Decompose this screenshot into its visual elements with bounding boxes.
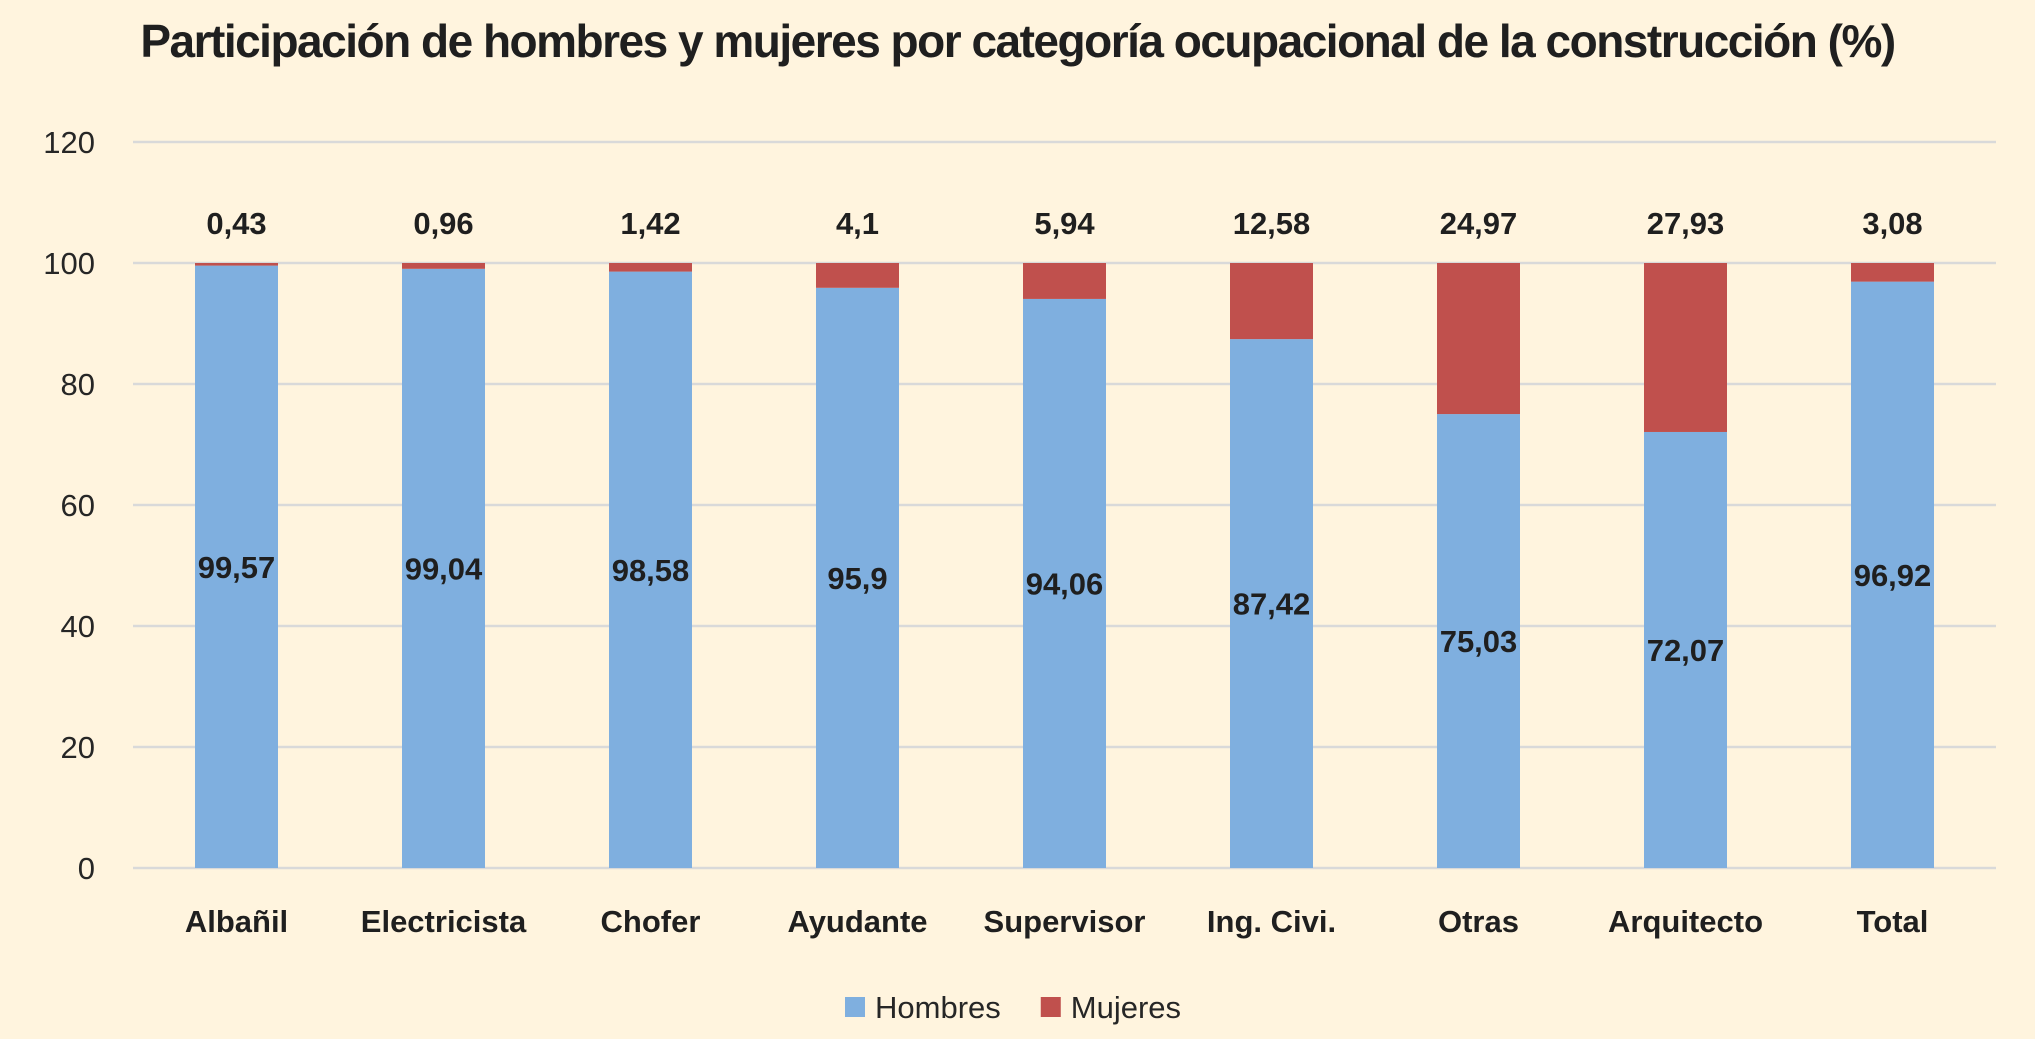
x-category-label: Otras [1438,904,1519,939]
data-label-mujeres: 0,43 [206,206,266,241]
x-category-label: Chofer [601,904,701,939]
data-label-hombres: 95,9 [827,561,887,596]
data-label-mujeres: 3,08 [1862,206,1922,241]
bar-mujeres [1230,263,1313,340]
x-category-label: Albañil [185,904,288,939]
data-label-hombres: 98,58 [612,553,690,588]
bar-mujeres [609,263,692,272]
x-category-label: Ing. Civi. [1207,904,1336,939]
data-label-mujeres: 0,96 [413,206,473,241]
bar-hombres [1230,339,1313,868]
bar-mujeres [1851,263,1934,282]
bar-hombres [609,271,692,868]
y-tick-label: 80 [61,367,95,402]
y-tick-label: 120 [43,125,95,160]
data-label-mujeres: 5,94 [1034,206,1095,241]
legend-label-mujeres: Mujeres [1071,990,1181,1025]
legend-label-hombres: Hombres [875,990,1001,1025]
data-label-hombres: 72,07 [1647,633,1725,668]
bar-hombres [816,287,899,868]
chart-title: Participación de hombres y mujeres por c… [140,15,1896,67]
bar-mujeres [402,263,485,269]
bar-mujeres [1023,263,1106,299]
data-label-hombres: 99,57 [198,550,276,585]
data-label-mujeres: 12,58 [1233,206,1311,241]
bar-hombres [1644,431,1727,868]
data-label-hombres: 94,06 [1026,566,1104,601]
bar-hombres [1851,281,1934,868]
x-category-label: Electricista [361,904,527,939]
x-category-label: Total [1857,904,1929,939]
x-category-label: Arquitecto [1608,904,1763,939]
data-label-mujeres: 24,97 [1440,206,1518,241]
data-label-hombres: 96,92 [1854,558,1932,593]
y-tick-label: 60 [61,488,95,523]
data-label-mujeres: 27,93 [1647,206,1725,241]
bar-mujeres [1437,263,1520,415]
x-category-label: Supervisor [984,904,1146,939]
bar-hombres [195,265,278,868]
y-tick-label: 100 [43,246,95,281]
data-label-mujeres: 4,1 [836,206,879,241]
bar-hombres [1437,414,1520,868]
data-label-hombres: 75,03 [1440,624,1518,659]
bar-hombres [1023,298,1106,868]
bar-hombres [402,268,485,869]
bar-mujeres [816,263,899,288]
bar-mujeres [1644,263,1727,432]
data-label-hombres: 99,04 [405,551,483,586]
y-tick-label: 0 [78,851,95,886]
x-category-label: Ayudante [787,904,927,939]
data-label-mujeres: 1,42 [620,206,680,241]
data-label-hombres: 87,42 [1233,587,1311,622]
legend-swatch-mujeres [1040,997,1061,1017]
legend-swatch-hombres [845,997,865,1017]
bar-mujeres [195,263,278,266]
y-tick-label: 20 [61,730,95,765]
y-tick-label: 40 [61,609,95,644]
